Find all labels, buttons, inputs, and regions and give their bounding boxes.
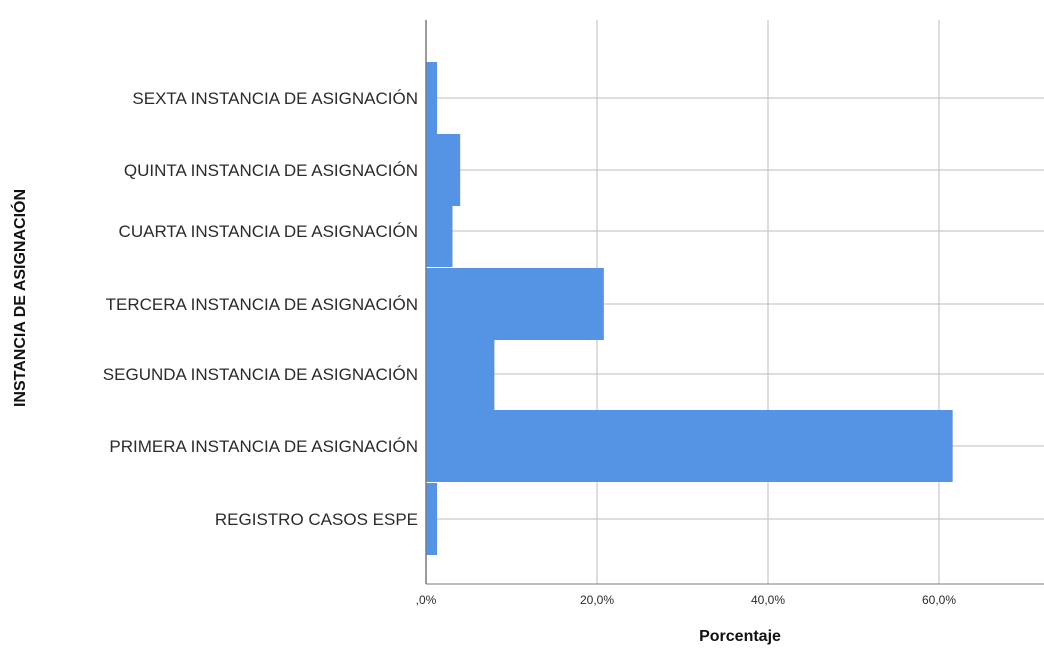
y-axis-title: INSTANCIA DE ASIGNACIÓN	[10, 189, 29, 407]
category-label: SEGUNDA INSTANCIA DE ASIGNACIÓN	[103, 365, 418, 384]
bar	[426, 195, 453, 267]
bar	[426, 134, 461, 206]
x-tick-label: 40,0%	[751, 593, 785, 607]
bar	[426, 268, 604, 340]
x-tick-label: ,0%	[416, 593, 437, 607]
x-axis-title: Porcentaje	[699, 628, 781, 645]
category-label: REGISTRO CASOS ESPE	[215, 510, 418, 529]
category-label: TERCERA INSTANCIA DE ASIGNACIÓN	[106, 295, 418, 314]
x-tick-labels: ,0% 20,0% 40,0% 60,0%	[416, 593, 957, 607]
category-label: SEXTA INSTANCIA DE ASIGNACIÓN	[132, 89, 418, 108]
axes	[425, 20, 1044, 585]
category-label: QUINTA INSTANCIA DE ASIGNACIÓN	[124, 161, 418, 180]
bar	[426, 410, 953, 482]
x-tick-label: 20,0%	[580, 593, 614, 607]
category-label: PRIMERA INSTANCIA DE ASIGNACIÓN	[109, 437, 418, 456]
bar	[426, 62, 438, 134]
category-labels: SEXTA INSTANCIA DE ASIGNACIÓN QUINTA INST…	[103, 89, 418, 529]
x-tick-label: 60,0%	[922, 593, 956, 607]
category-label: CUARTA INSTANCIA DE ASIGNACIÓN	[119, 222, 418, 241]
bar	[426, 483, 438, 555]
bar	[426, 338, 495, 410]
bars-group	[426, 62, 953, 555]
